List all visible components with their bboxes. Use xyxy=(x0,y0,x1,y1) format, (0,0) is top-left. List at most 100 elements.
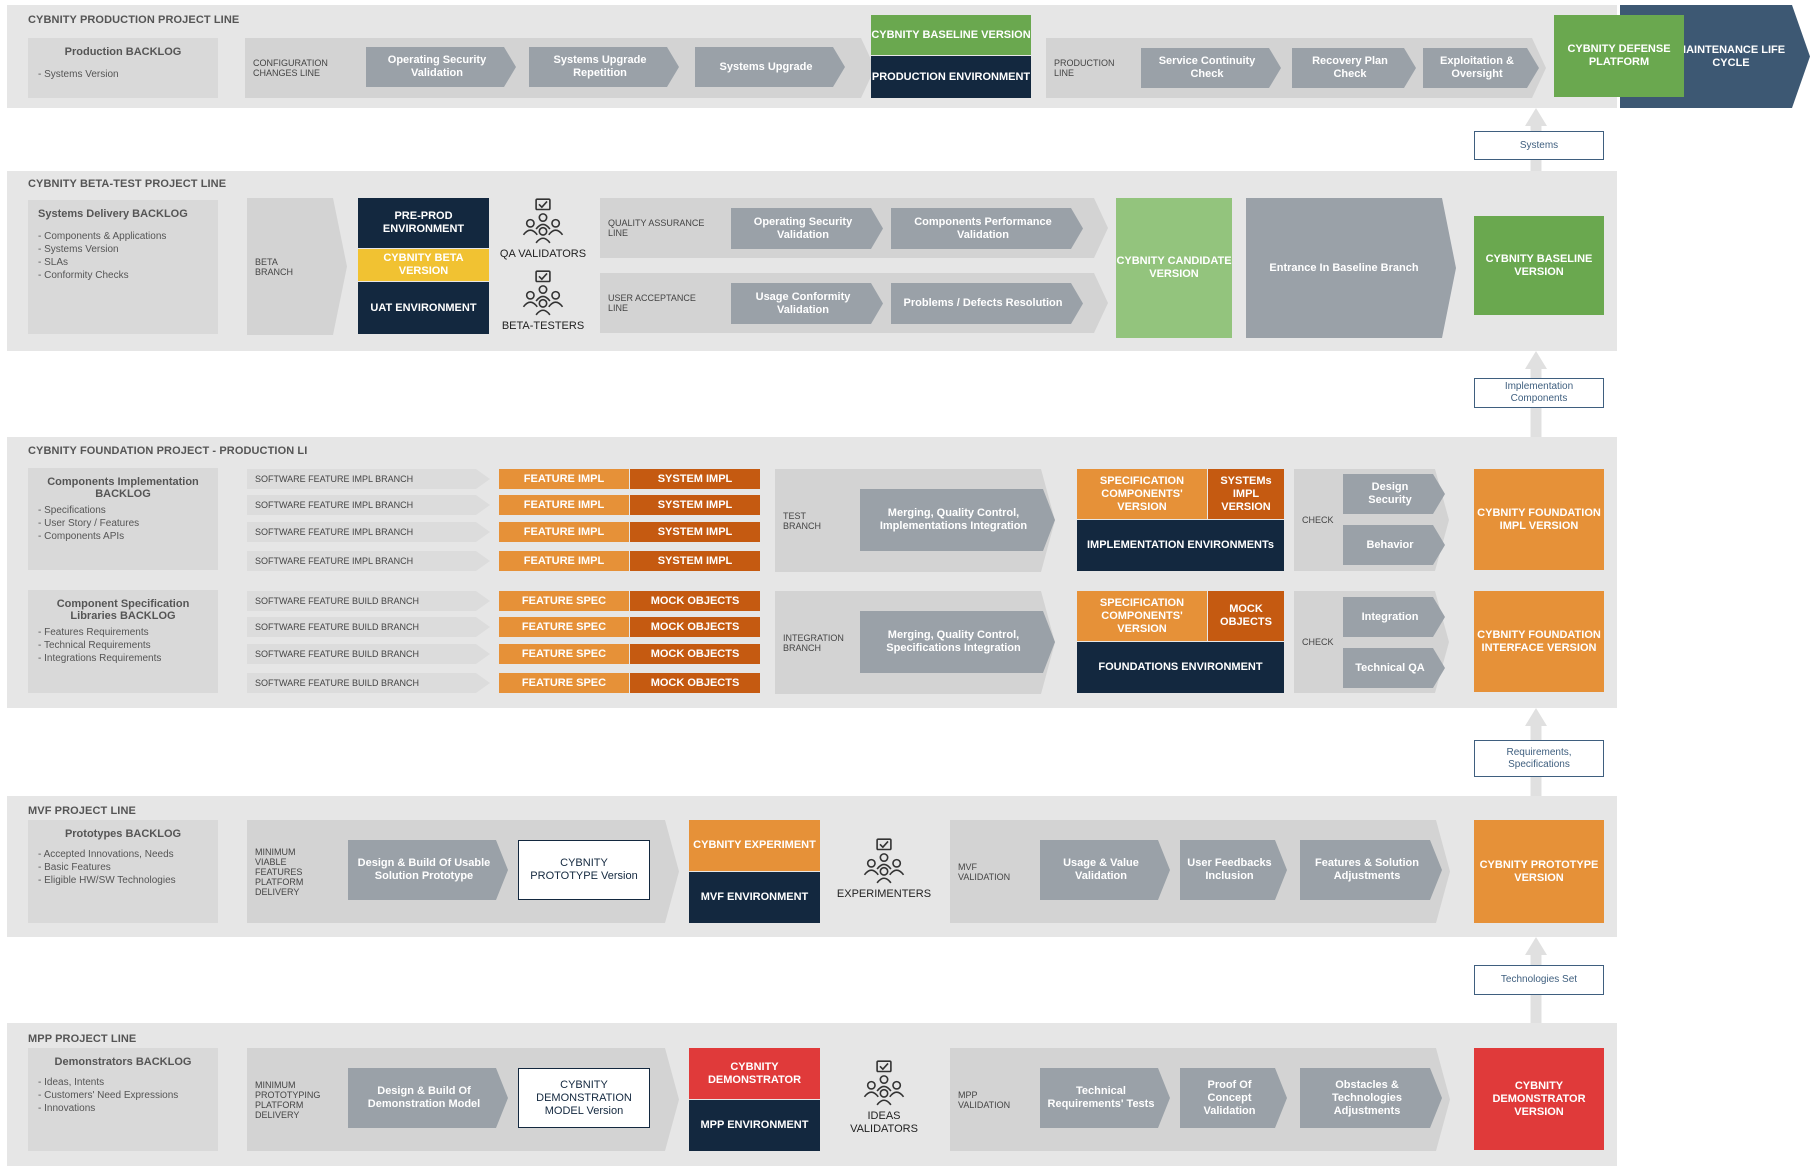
backlog-item: Conformity Checks xyxy=(38,269,208,282)
mvf-environment: MVF ENVIRONMENT xyxy=(689,872,820,923)
uat-environment: UAT ENVIRONMENT xyxy=(358,282,489,334)
systems-impl-version: SYSTEMs IMPL VERSION xyxy=(1208,469,1284,519)
spec-backlog-title: Component Specification Libraries BACKLO… xyxy=(56,598,190,622)
step-operating-security: Operating Security Validation xyxy=(366,47,516,87)
beta-baseline-version: CYBNITY BASELINE VERSION xyxy=(1474,216,1604,315)
build-branch-3: SOFTWARE FEATURE BUILD BRANCH xyxy=(247,644,490,664)
production-backlog-title: Production BACKLOG xyxy=(64,46,182,58)
ua-line-label: USER ACCEPTANCE LINE xyxy=(608,293,696,313)
feature-impl-1: FEATURE IMPL xyxy=(499,469,629,489)
step-systems-upgrade: Systems Upgrade xyxy=(695,47,845,87)
beta-title: CYBNITY BETA-TEST PROJECT LINE xyxy=(28,178,227,190)
backlog-item: Accepted Innovations, Needs xyxy=(38,848,208,861)
impl-branch-3: SOFTWARE FEATURE IMPL BRANCH xyxy=(247,522,490,542)
backlog-item: Systems Version xyxy=(38,243,208,256)
system-impl-3: SYSTEM IMPL xyxy=(630,522,760,542)
check-behavior: Behavior xyxy=(1343,525,1445,565)
impl-branch-2: SOFTWARE FEATURE IMPL BRANCH xyxy=(247,495,490,515)
step-exploitation: Exploitation & Oversight xyxy=(1423,48,1539,88)
beta-backlog-title: Systems Delivery BACKLOG xyxy=(38,208,188,220)
preprod-environment: PRE-PROD ENVIRONMENT xyxy=(358,198,489,248)
defense-platform: CYBNITY DEFENSE PLATFORM xyxy=(1554,15,1684,97)
mpp-validation-label: MPP VALIDATION xyxy=(958,1089,1011,1110)
foundation-impl-version: CYBNITY FOUNDATION IMPL VERSION xyxy=(1474,469,1604,570)
step-usage-value: Usage & Value Validation xyxy=(1040,840,1170,900)
impl-branch-label: SOFTWARE FEATURE IMPL BRANCH xyxy=(255,500,414,510)
build-branch-2: SOFTWARE FEATURE BUILD BRANCH xyxy=(247,617,490,637)
feature-impl-2: FEATURE IMPL xyxy=(499,495,629,515)
mpp-model-version: CYBNITY DEMONSTRATION MODEL Version xyxy=(518,1068,650,1128)
qa-line-label: QUALITY ASSURANCE LINE xyxy=(608,218,705,238)
impl-branch-label: SOFTWARE FEATURE IMPL BRANCH xyxy=(255,474,414,484)
step-operating-security-validation: Operating Security Validation xyxy=(731,208,883,249)
mock-objects-3: MOCK OBJECTS xyxy=(630,644,760,664)
step-obstacles-adjustments: Obstacles & Technologies Adjustments xyxy=(1300,1068,1442,1128)
backlog-item: Features Requirements xyxy=(38,626,208,639)
build-branch-label: SOFTWARE FEATURE BUILD BRANCH xyxy=(255,596,420,606)
foundation-title: CYBNITY FOUNDATION PROJECT - PRODUCTION … xyxy=(28,445,308,457)
test-branch-label: TEST BRANCH xyxy=(783,510,822,531)
spec-components-version-1: SPECIFICATION COMPONENTS' VERSION xyxy=(1077,469,1207,519)
mpp-backlog: Demonstrators BACKLOG Ideas, Intents Cus… xyxy=(28,1048,218,1151)
build-branch-4: SOFTWARE FEATURE BUILD BRANCH xyxy=(247,673,490,693)
ideas-validators-text: IDEAS VALIDATORS xyxy=(850,1110,918,1135)
mvf-design-build: Design & Build Of Usable Solution Protot… xyxy=(348,840,508,900)
ideas-validators-icon xyxy=(861,1060,907,1106)
production-environment: PRODUCTION ENVIRONMENT xyxy=(871,56,1031,98)
tag-technologies-set: Technologies Set xyxy=(1474,965,1604,995)
impl-backlog-title: Components Implementation BACKLOG xyxy=(47,476,199,500)
foundations-environment: FOUNDATIONS ENVIRONMENT xyxy=(1077,642,1284,693)
system-impl-4: SYSTEM IMPL xyxy=(630,551,760,571)
system-impl-1: SYSTEM IMPL xyxy=(630,469,760,489)
step-user-feedbacks: User Feedbacks Inclusion xyxy=(1180,840,1287,900)
ideas-validators-label: IDEAS VALIDATORS xyxy=(845,1110,923,1136)
check-design-security: Design Security xyxy=(1343,474,1445,514)
mvf-prototype-version: CYBNITY PROTOTYPE Version xyxy=(518,840,650,900)
impl-branch-label: SOFTWARE FEATURE IMPL BRANCH xyxy=(255,527,414,537)
production-backlog: Production BACKLOG Systems Version xyxy=(28,38,218,98)
impl-branch-4: SOFTWARE FEATURE IMPL BRANCH xyxy=(247,551,490,571)
qa-validators-label: QA VALIDATORS xyxy=(499,248,587,260)
beta-testers-label: BETA-TESTERS xyxy=(501,320,585,332)
spec-components-version-2: SPECIFICATION COMPONENTS' VERSION xyxy=(1077,591,1207,641)
backlog-item: Innovations xyxy=(38,1102,208,1115)
beta-testers-icon xyxy=(520,270,566,316)
mock-objects-1: MOCK OBJECTS xyxy=(630,591,760,611)
mpp-environment: MPP ENVIRONMENT xyxy=(689,1100,820,1151)
implementation-environments: IMPLEMENTATION ENVIRONMENTs xyxy=(1077,520,1284,571)
step-service-continuity: Service Continuity Check xyxy=(1141,48,1281,88)
mpp-title: MPP PROJECT LINE xyxy=(28,1033,137,1045)
backlog-item: Components & Applications xyxy=(38,230,208,243)
impl-backlog: Components Implementation BACKLOG Specif… xyxy=(28,468,218,570)
spec-backlog: Component Specification Libraries BACKLO… xyxy=(28,590,218,693)
step-technical-requirements: Technical Requirements' Tests xyxy=(1040,1068,1170,1128)
merge-implementations: Merging, Quality Control, Implementation… xyxy=(860,489,1055,551)
cybnity-experiment: CYBNITY EXPERIMENT xyxy=(689,820,820,871)
mpp-design-build: Design & Build Of Demonstration Model xyxy=(348,1068,508,1128)
entrance-baseline-branch: Entrance In Baseline Branch xyxy=(1246,198,1456,338)
prototype-version: CYBNITY PROTOTYPE VERSION xyxy=(1474,820,1604,923)
backlog-item: User Story / Features xyxy=(38,517,208,530)
mock-objects-4: MOCK OBJECTS xyxy=(630,673,760,693)
merge-specifications: Merging, Quality Control, Specifications… xyxy=(860,611,1055,673)
beta-version: CYBNITY BETA VERSION xyxy=(358,249,489,281)
step-features-adjustments: Features & Solution Adjustments xyxy=(1300,840,1442,900)
impl-branch-label: SOFTWARE FEATURE IMPL BRANCH xyxy=(255,556,414,566)
impl-check-label: CHECK xyxy=(1302,515,1334,525)
build-branch-label: SOFTWARE FEATURE BUILD BRANCH xyxy=(255,649,420,659)
beta-branch-label: BETA BRANCH xyxy=(255,256,294,277)
mvf-title: MVF PROJECT LINE xyxy=(28,805,136,817)
backlog-item: SLAs xyxy=(38,256,208,269)
mpp-delivery-label: MINIMUM PROTOTYPING PLATFORM DELIVERY xyxy=(255,1079,321,1120)
system-impl-2: SYSTEM IMPL xyxy=(630,495,760,515)
tag-requirements-specifications: Requirements, Specifications xyxy=(1474,740,1604,777)
mvf-backlog-title: Prototypes BACKLOG xyxy=(64,828,182,840)
experimenters-icon xyxy=(861,838,907,884)
mvf-backlog: Prototypes BACKLOG Accepted Innovations,… xyxy=(28,820,218,923)
backlog-item: Components APIs xyxy=(38,530,208,543)
step-components-performance: Components Performance Validation xyxy=(891,208,1083,249)
beta-branch: BETA BRANCH xyxy=(247,198,347,335)
maintenance-label: MAINTENANCE LIFE CYCLE xyxy=(1676,43,1786,69)
mock-objects-2: MOCK OBJECTS xyxy=(630,617,760,637)
feature-spec-4: FEATURE SPEC xyxy=(499,673,629,693)
